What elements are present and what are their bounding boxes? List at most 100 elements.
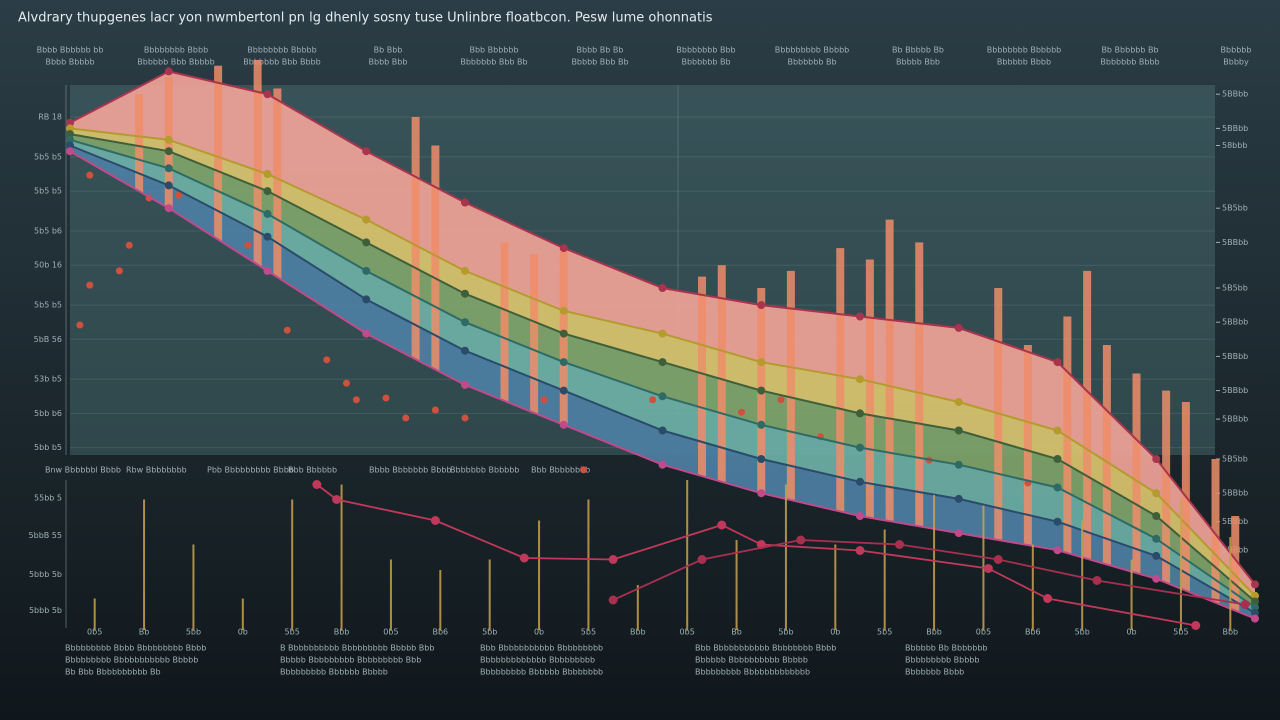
spike-bar [994, 288, 1003, 619]
area-point [461, 289, 469, 298]
scatter-point [738, 408, 745, 416]
section-label: Bbbb Bbbbbbb Bbbb [369, 466, 452, 475]
area-point [66, 141, 74, 150]
area-point [362, 329, 371, 338]
spike-bar [1083, 270, 1092, 619]
line-point [717, 520, 727, 530]
area-point [461, 198, 469, 207]
footnote: Bbbbbbbbb Bbbbb [905, 656, 979, 665]
footnote: Bb Bbb Bbbbbbbbbb Bb [65, 668, 161, 677]
area-point [66, 118, 74, 127]
area-point [856, 409, 864, 418]
x-tick-label: 0b5 [976, 628, 991, 637]
column-header: Bbbbb Bbb Bb [571, 58, 628, 67]
area-point [559, 244, 568, 253]
column-header: Bbbbbbb Bbb Bbbb [243, 58, 320, 67]
x-tick-label: 0b [1126, 628, 1136, 637]
column-header: Bbbb Bbbbb [45, 58, 94, 67]
line-point [1092, 576, 1102, 585]
y-tick-label: 5b5 b5 [34, 301, 62, 310]
area-point [164, 181, 173, 190]
column-header: Bb Bbbbbb Bb [1101, 46, 1158, 55]
y2-tick-label: 5B5bb [1222, 204, 1248, 213]
x-tick-label: 5bb [1075, 628, 1090, 637]
area-point [658, 426, 667, 435]
scatter-point [323, 356, 331, 364]
y-tick-label: 5bbB 55 [29, 531, 62, 540]
area-point [1152, 534, 1161, 543]
area-point [757, 455, 766, 463]
line-point [430, 516, 440, 525]
area-point [263, 209, 272, 218]
area-point [559, 420, 568, 429]
stem-bar [241, 598, 244, 630]
area-point [1251, 608, 1259, 617]
column-header: Bbbbbbbb Bbbb [144, 46, 208, 55]
area-point [1251, 614, 1259, 623]
area-point [263, 187, 272, 196]
y2-tick-label: 5BBbb [1222, 386, 1248, 395]
area-point [1152, 489, 1161, 498]
area-point [263, 266, 272, 275]
area-point [1053, 546, 1062, 555]
stem-bar [192, 544, 195, 630]
area-point [658, 358, 667, 367]
line-point [519, 553, 529, 563]
x-tick-label: Bb6 [432, 628, 448, 637]
scatter-point [777, 396, 785, 404]
line-point [796, 535, 806, 545]
footnote: Bbbbbbbbbbbbb Bbbbbbbbb [480, 656, 595, 665]
area-point [1053, 358, 1062, 367]
area-point [1152, 574, 1161, 583]
scatter-point [175, 191, 183, 199]
area-point [954, 529, 963, 538]
column-header: Bbbbb Bbb [896, 58, 940, 67]
footnote: B Bbbbbbbbbb Bbbbbbbbb Bbbbb Bbb [280, 644, 434, 653]
spike-bar [836, 248, 845, 619]
footnote: Bbbbbbb Bbbb [905, 668, 964, 677]
area-point [658, 392, 667, 401]
scatter-point [540, 396, 548, 404]
scatter-point [283, 326, 291, 334]
x-tick-label: 5b5 [877, 628, 892, 637]
scatter-point [343, 379, 350, 387]
column-header: Bbbbbbbbb Bbbbb [775, 46, 849, 55]
area-point [263, 90, 272, 99]
spike-bar [1063, 316, 1072, 619]
spike-bar [1102, 345, 1111, 619]
footnote: Bbb Bbbbbbbbbbb Bbbbbbbbb [480, 644, 603, 653]
line-point [895, 540, 904, 549]
x-tick-label: 5bb [186, 628, 201, 637]
area-point [164, 135, 173, 144]
footnote: Bbbbbb Bb Bbbbbbb [905, 644, 988, 653]
y-tick-label: 5b5 b5 [34, 152, 62, 161]
area-band [70, 139, 1255, 613]
area-point [263, 170, 272, 178]
x-tick-label: 5b5 [1173, 628, 1188, 637]
area-point [1152, 551, 1161, 560]
area-point [757, 489, 766, 498]
y-tick-label: 5bbb 5b [29, 606, 62, 615]
stem-bar [93, 598, 96, 630]
x-tick-label: Bb [731, 628, 742, 637]
area-point [757, 386, 766, 395]
x-tick-label: 0b5 [680, 628, 695, 637]
footnote: Bbbbbbbbb Bbbbbbbbbbbbb [695, 668, 810, 677]
area-point [757, 420, 766, 429]
y2-tick-label: 5BBbb [1222, 489, 1248, 498]
area-point [362, 238, 371, 247]
spike-bar [698, 276, 706, 619]
area-point [757, 358, 766, 367]
column-header: Bbbbbbbb Bbbbbb [987, 46, 1061, 55]
y-tick-label: 5bbb 5b [29, 570, 62, 579]
area-point [164, 67, 173, 76]
x-tick-label: Bb6 [1025, 628, 1041, 637]
stem-bar [1130, 559, 1133, 630]
column-header: Bbbbbb Bbbb [997, 58, 1051, 67]
x-tick-label: Bb [139, 628, 150, 637]
area-point [362, 295, 371, 304]
scatter-point [244, 241, 252, 249]
x-tick-label: 0b [238, 628, 248, 637]
stem-bar [587, 499, 590, 630]
